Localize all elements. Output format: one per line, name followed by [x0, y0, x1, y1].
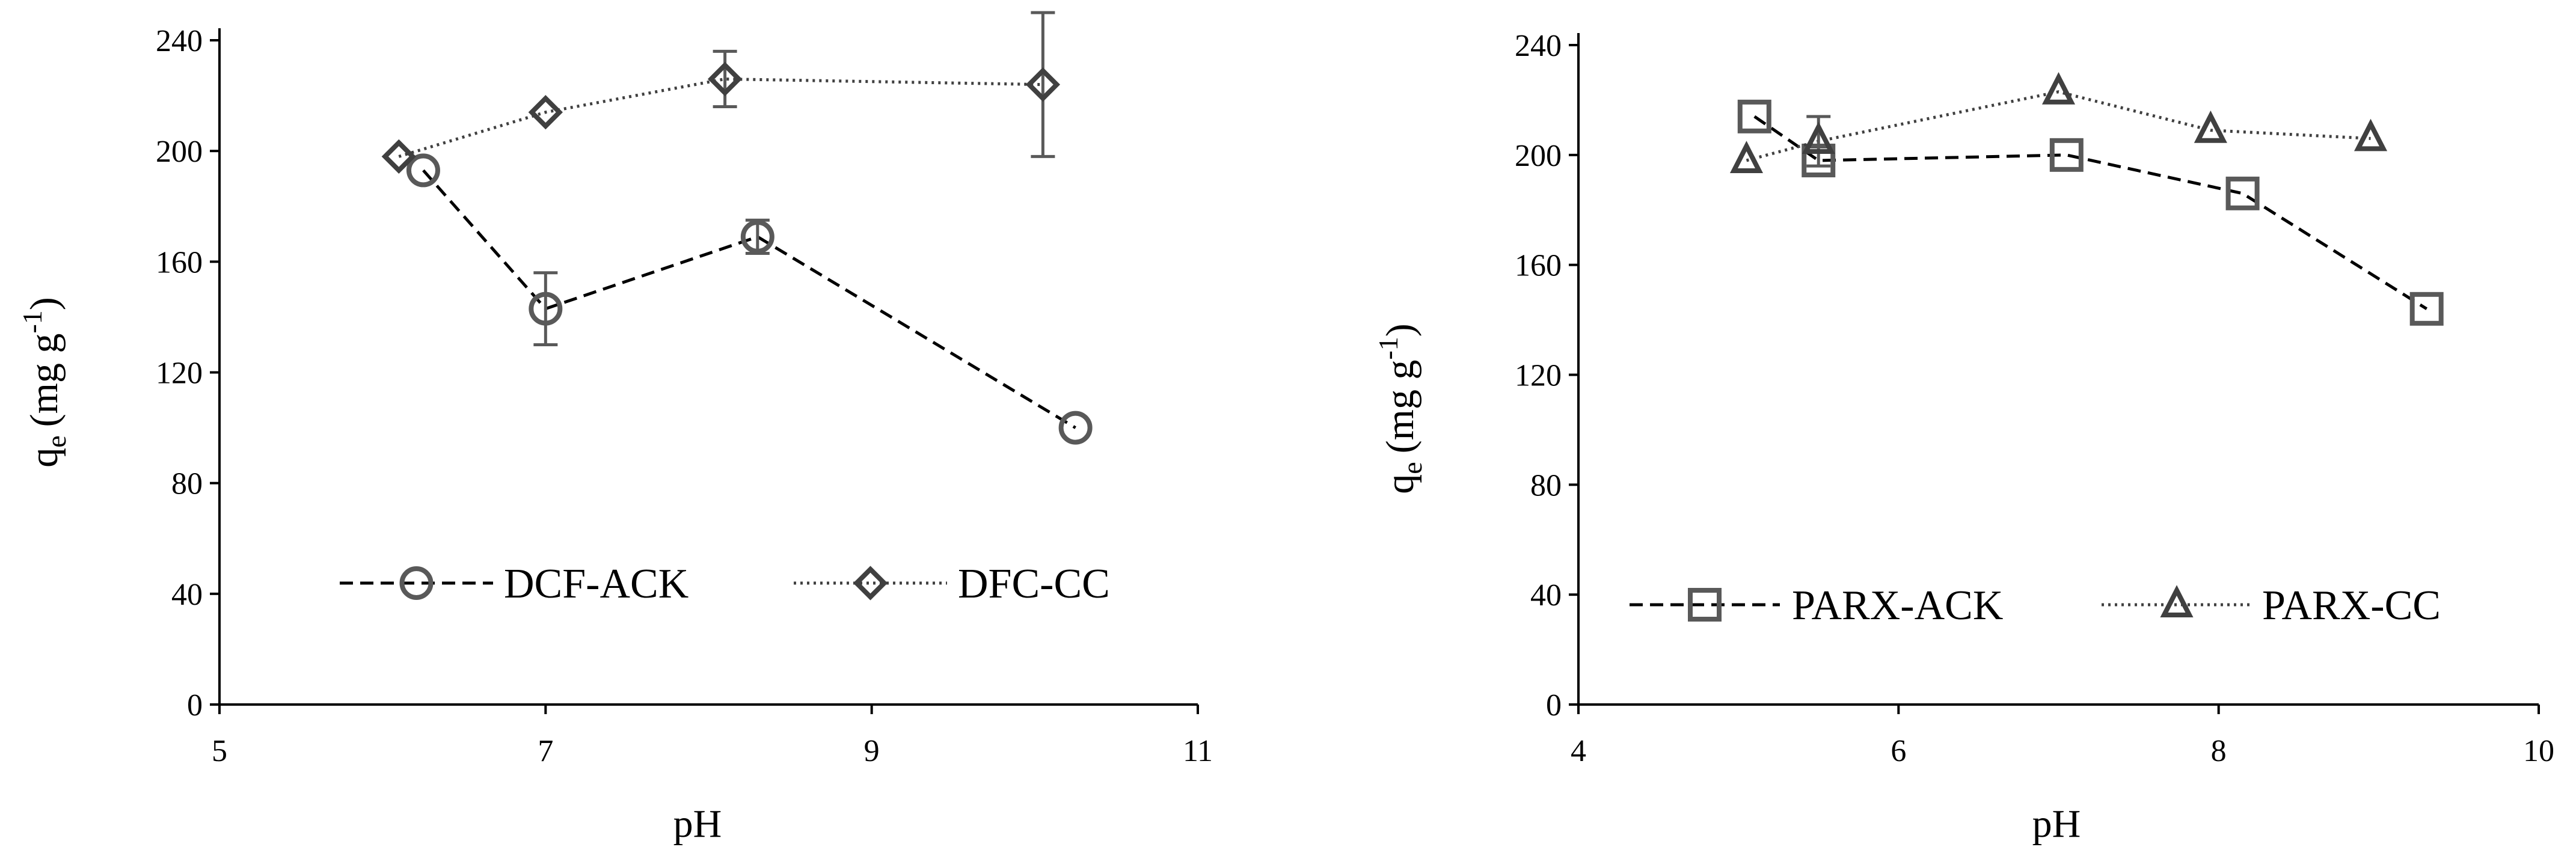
- data-point: [2225, 176, 2260, 210]
- x-axis-title: pH: [2032, 802, 2081, 846]
- legend-marker: [399, 566, 434, 600]
- data-point: [2354, 118, 2388, 151]
- y-axis-title: qe(mg g-1): [17, 297, 72, 468]
- data-point: [1025, 67, 1061, 102]
- data-point: [1058, 411, 1093, 445]
- y-tick-label: 40: [1530, 578, 1562, 613]
- x-tick-label: 11: [1183, 734, 1213, 768]
- data-point: [2049, 138, 2084, 172]
- y-tick-label: 240: [1515, 29, 1562, 63]
- y-axis-title: qe(mg g-1): [1373, 323, 1428, 494]
- legend-label: PARX-ACK: [1792, 582, 2003, 629]
- series-line: [1753, 115, 2428, 310]
- data-point: [740, 219, 774, 254]
- x-axis-title: pH: [673, 802, 722, 846]
- x-tick-label: 10: [2523, 734, 2554, 768]
- x-tick-label: 8: [2211, 734, 2227, 768]
- series-line: [422, 169, 1076, 429]
- data-point: [2194, 110, 2227, 143]
- data-point: [2041, 72, 2076, 105]
- data-point: [1729, 141, 1764, 173]
- y-tick-label: 120: [156, 356, 203, 391]
- legend-item-parx-cc: PARX-CC: [2102, 582, 2441, 629]
- y-tick-label: 40: [171, 578, 203, 612]
- y-tick-label: 120: [1515, 359, 1562, 393]
- legend-item-dcf-ack: DCF-ACK: [340, 561, 688, 607]
- y-tick-label: 160: [1515, 249, 1562, 283]
- legend-label: DCF-ACK: [504, 561, 688, 607]
- x-tick-label: 6: [1891, 734, 1906, 768]
- legend-marker: [1688, 588, 1722, 622]
- series-dfc-cc: [381, 11, 1061, 174]
- y-tick-label: 240: [156, 24, 203, 58]
- chart-dcf: qe(mg g-1) pH 0 40 80 120 160 200 240 5 7 9 11 DCF-…: [17, 11, 1213, 846]
- series-parx-cc: [1729, 72, 2388, 173]
- y-tick-label: 0: [1546, 688, 1562, 723]
- y-tick-label: 200: [1515, 139, 1562, 173]
- series-dcf-ack: [406, 153, 1093, 445]
- y-tick-label: 0: [187, 688, 203, 723]
- data-point: [2409, 292, 2444, 326]
- y-tick-label: 80: [1530, 468, 1562, 503]
- data-point: [528, 95, 563, 130]
- legend-item-parx-ack: PARX-ACK: [1630, 582, 2003, 629]
- data-point: [707, 61, 743, 97]
- y-tick-label: 80: [171, 467, 203, 501]
- x-tick-label: 5: [212, 734, 227, 768]
- legend-item-dfc-cc: DFC-CC: [794, 561, 1110, 607]
- chart-parx: qe(mg g-1) pH 0 40 80 120 160 200 240 4 6 8 10 PARX…: [1373, 29, 2554, 846]
- x-tick-label: 7: [538, 734, 553, 768]
- legend-label: PARX-CC: [2262, 582, 2441, 629]
- data-point: [529, 292, 563, 326]
- legend-label: DFC-CC: [958, 561, 1110, 607]
- x-tick-label: 9: [864, 734, 880, 768]
- data-point: [1802, 121, 1835, 154]
- series-line: [1746, 90, 2371, 162]
- series-parx-ack: [1737, 99, 2444, 326]
- x-tick-label: 4: [1571, 734, 1586, 768]
- legend-marker: [853, 566, 888, 601]
- data-point: [406, 153, 440, 188]
- y-tick-label: 200: [156, 135, 203, 169]
- y-tick-label: 160: [156, 245, 203, 280]
- data-point: [1737, 99, 1771, 133]
- legend-marker: [2160, 585, 2194, 617]
- data-point: [381, 139, 416, 174]
